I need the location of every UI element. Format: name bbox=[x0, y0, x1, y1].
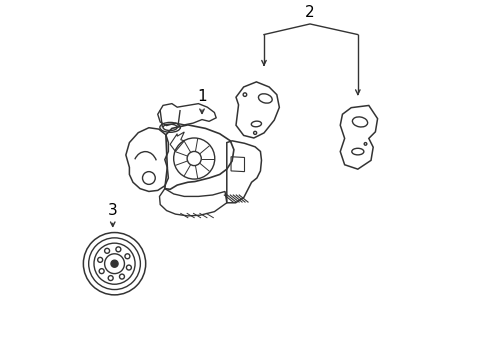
Circle shape bbox=[111, 260, 118, 267]
Text: 1: 1 bbox=[197, 89, 206, 104]
Text: 3: 3 bbox=[108, 203, 118, 218]
Text: 2: 2 bbox=[305, 5, 314, 20]
